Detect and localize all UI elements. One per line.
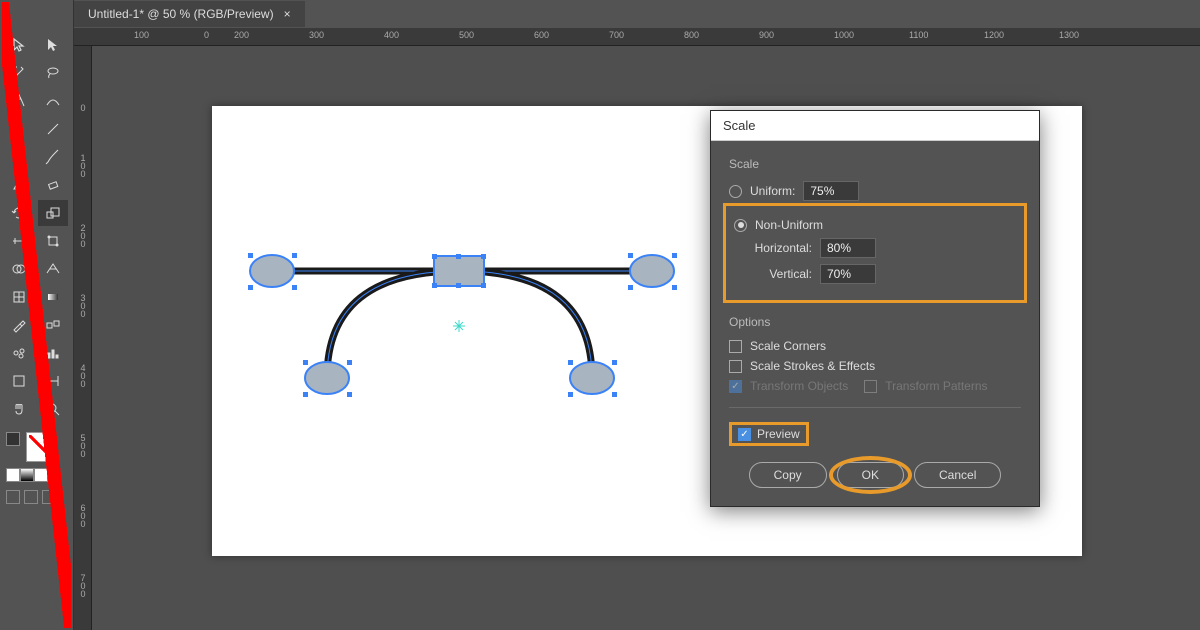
cancel-button[interactable]: Cancel — [914, 462, 1001, 488]
document-tabs: Untitled-1* @ 50 % (RGB/Preview) × — [74, 0, 305, 28]
nonuniform-highlight: Non-Uniform Horizontal: Vertical: — [723, 203, 1027, 303]
transform-objects-label: Transform Objects — [750, 379, 848, 393]
uniform-input[interactable] — [803, 181, 859, 201]
nonuniform-radio[interactable] — [734, 219, 747, 232]
ok-button[interactable]: OK — [837, 462, 904, 488]
scale-corners-label: Scale Corners — [750, 339, 826, 353]
scale-strokes-checkbox[interactable] — [729, 360, 742, 373]
scale-dialog: Scale Scale Uniform: Non-Uniform Horizon… — [710, 110, 1040, 507]
scale-strokes-label: Scale Strokes & Effects — [750, 359, 875, 373]
preview-label: Preview — [757, 427, 800, 441]
document-tab[interactable]: Untitled-1* @ 50 % (RGB/Preview) × — [74, 1, 305, 27]
ruler-horizontal: 0 100 200 300 400 500 600 700 800 900 10… — [74, 28, 1200, 46]
vertical-label: Vertical: — [734, 267, 812, 281]
transform-patterns-label: Transform Patterns — [885, 379, 987, 393]
options-section-label: Options — [729, 315, 1021, 329]
uniform-label: Uniform: — [750, 184, 795, 198]
scale-section-label: Scale — [729, 157, 1021, 171]
preview-highlight: ✓ Preview — [729, 422, 809, 446]
dialog-title: Scale — [711, 111, 1039, 141]
copy-button[interactable]: Copy — [749, 462, 827, 488]
color-swatch-none[interactable] — [34, 468, 48, 482]
tab-title: Untitled-1* @ 50 % (RGB/Preview) — [88, 7, 274, 21]
vertical-input[interactable] — [820, 264, 876, 284]
uniform-radio[interactable] — [729, 185, 742, 198]
close-tab-icon[interactable]: × — [284, 7, 291, 21]
nonuniform-label: Non-Uniform — [755, 218, 823, 232]
artwork — [212, 106, 712, 426]
ruler-vertical: 0 100 200 300 400 500 600 700 — [74, 46, 92, 630]
ok-highlight: OK — [837, 462, 904, 488]
scale-corners-checkbox[interactable] — [729, 340, 742, 353]
horizontal-label: Horizontal: — [734, 241, 812, 255]
transform-objects-checkbox: ✓ — [729, 380, 742, 393]
transform-patterns-checkbox — [864, 380, 877, 393]
horizontal-input[interactable] — [820, 238, 876, 258]
preview-checkbox[interactable]: ✓ — [738, 428, 751, 441]
toolbar: T — [0, 0, 74, 630]
